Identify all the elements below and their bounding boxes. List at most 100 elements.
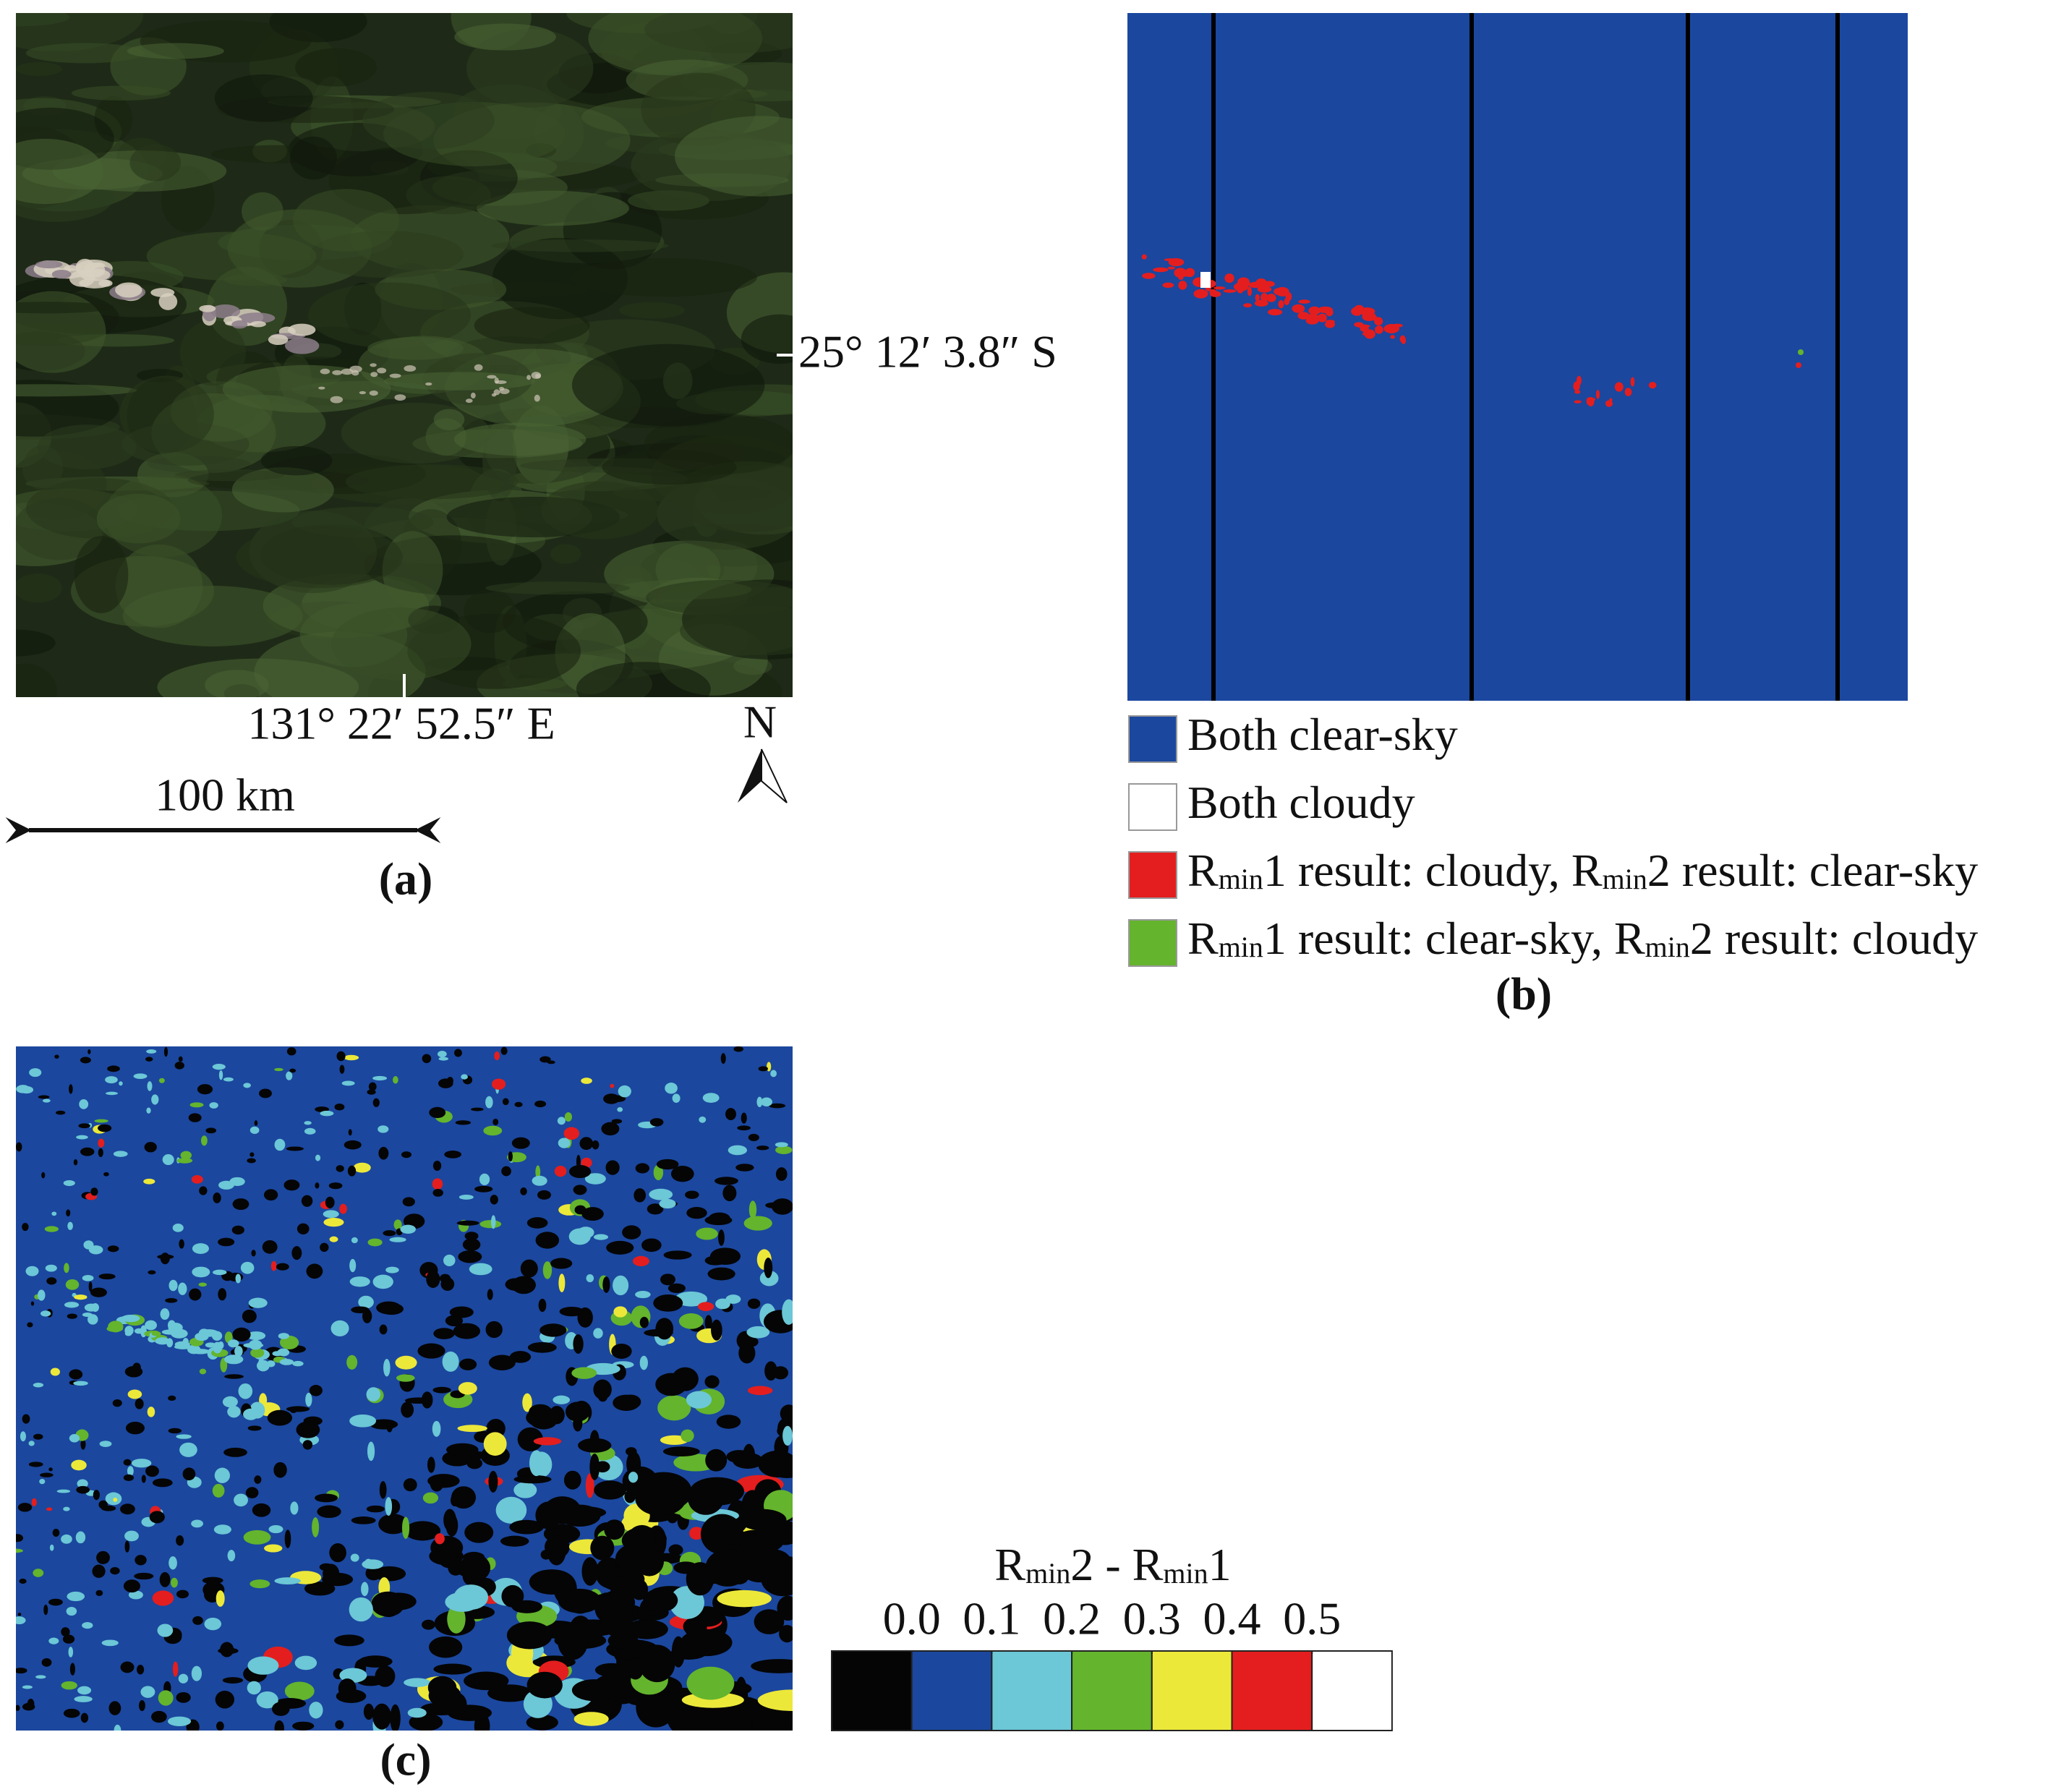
colorbar-cell <box>910 1650 993 1731</box>
map-pixel <box>1292 304 1305 313</box>
map-pixel <box>38 1095 50 1099</box>
map-pixel <box>213 1192 221 1203</box>
map-pixel <box>426 1270 440 1288</box>
map-pixel <box>64 1302 80 1308</box>
map-pixel <box>571 1367 597 1379</box>
terrain-patch <box>127 43 224 59</box>
map-pixel <box>704 1315 712 1331</box>
map-pixel <box>362 1559 384 1569</box>
map-pixel <box>455 1120 472 1125</box>
map-pixel <box>353 1162 371 1173</box>
text-segment: 2 - R <box>1070 1539 1163 1590</box>
map-pixel <box>302 1440 313 1450</box>
map-pixel <box>344 1140 362 1150</box>
map-pixel <box>725 1108 736 1121</box>
terrain-patch <box>129 144 182 182</box>
map-pixel <box>483 1432 507 1456</box>
map-pixel <box>464 1671 509 1691</box>
map-pixel <box>1317 313 1327 323</box>
map-pixel <box>276 1263 289 1271</box>
map-pixel <box>1390 335 1396 339</box>
map-pixel <box>1181 273 1190 277</box>
north-arrow <box>738 749 762 803</box>
map-pixel <box>224 1374 244 1379</box>
colorbar-tick-label: 0.3 <box>1123 1593 1181 1644</box>
terrain-patch <box>362 91 495 150</box>
map-pixel <box>69 1084 73 1094</box>
map-pixel <box>761 1097 773 1107</box>
text-segment: Both cloudy <box>1187 777 1415 828</box>
text-segment: R <box>1187 913 1219 964</box>
map-pixel <box>385 1266 399 1273</box>
map-pixel <box>663 1250 692 1260</box>
map-pixel <box>73 1159 78 1166</box>
terrain-patch <box>71 85 171 101</box>
legend-label: Both clear-sky <box>1187 709 1458 760</box>
map-pixel <box>678 1313 704 1329</box>
map-pixel <box>112 1399 122 1407</box>
map-pixel <box>375 1665 396 1687</box>
salt-lake <box>98 279 113 287</box>
map-pixel <box>429 1636 463 1658</box>
map-pixel <box>349 1276 370 1287</box>
map-pixel <box>635 1163 650 1174</box>
map-pixel <box>78 1123 90 1129</box>
map-pixel <box>647 1203 664 1215</box>
map-pixel <box>445 1592 480 1612</box>
map-pixel <box>200 1135 208 1146</box>
terrain-patch <box>571 344 765 427</box>
map-pixel <box>627 1658 644 1680</box>
map-pixel <box>1305 316 1319 325</box>
map-pixel <box>653 1294 683 1312</box>
map-pixel <box>279 1359 294 1365</box>
map-pixel <box>213 1269 227 1276</box>
terrain-patch <box>295 48 377 87</box>
map-pixel <box>232 1198 249 1211</box>
map-pixel <box>346 1354 358 1370</box>
map-pixel <box>772 1198 793 1215</box>
map-pixel <box>542 1261 553 1279</box>
map-pixel <box>485 1096 493 1109</box>
map-pixel <box>1142 273 1156 279</box>
map-pixel <box>257 1362 265 1371</box>
terrain-patch <box>174 469 285 482</box>
map-pixel <box>728 1145 748 1156</box>
map-pixel <box>487 1684 533 1702</box>
map-pixel <box>407 1707 427 1718</box>
map-pixel <box>274 1067 283 1072</box>
map-pixel <box>563 1470 581 1490</box>
map-pixel <box>1153 267 1169 273</box>
map-pixel <box>99 1441 112 1447</box>
map-pixel <box>453 1323 481 1339</box>
map-pixel <box>79 1098 89 1109</box>
north-label: N <box>743 696 777 748</box>
map-pixel <box>1266 294 1276 302</box>
map-pixel <box>613 1306 628 1318</box>
map-pixel <box>378 1146 389 1160</box>
map-pixel <box>367 1238 383 1247</box>
map-pixel <box>88 1314 98 1325</box>
terrain-patch <box>236 526 404 589</box>
map-pixel <box>458 1250 482 1263</box>
salt-lake <box>369 390 378 396</box>
map-pixel <box>77 1479 88 1488</box>
map-pixel <box>494 1051 500 1061</box>
map-pixel <box>45 1264 57 1272</box>
map-pixel <box>601 1600 634 1637</box>
map-pixel <box>155 1337 170 1345</box>
map-pixel <box>145 1465 159 1477</box>
text-segment: min <box>1025 1557 1070 1590</box>
text-segment: min <box>1603 863 1647 895</box>
map-pixel <box>274 1720 284 1731</box>
map-pixel <box>19 1578 27 1584</box>
map-pixel <box>393 1219 402 1230</box>
map-pixel <box>162 1153 174 1166</box>
map-pixel <box>393 1076 398 1084</box>
map-pixel <box>780 1404 793 1423</box>
map-pixel <box>526 1217 548 1229</box>
map-pixel <box>329 1236 338 1242</box>
map-pixel <box>135 1398 144 1409</box>
map-pixel <box>159 1571 171 1587</box>
map-pixel <box>213 1341 223 1354</box>
map-pixel <box>433 1328 455 1339</box>
